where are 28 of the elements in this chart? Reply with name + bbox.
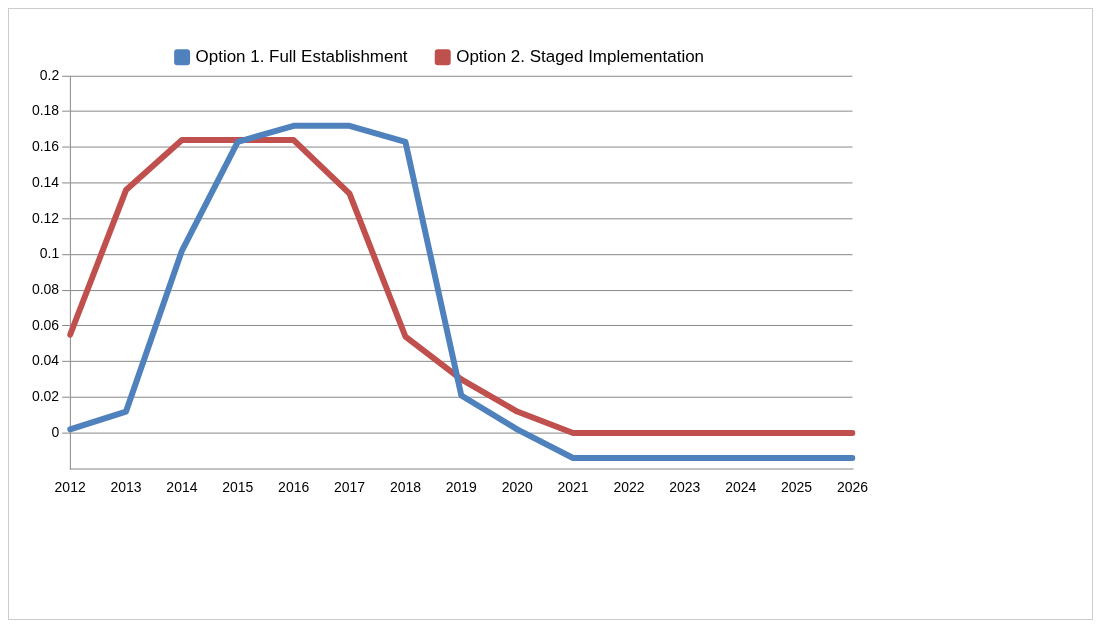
x-tick-label: 2018 <box>389 478 422 495</box>
x-tick-label: 2019 <box>445 478 478 495</box>
x-tick-label: 2017 <box>334 478 366 495</box>
x-tick-label: 2022 <box>613 478 645 495</box>
x-tick-label: 2015 <box>222 478 254 495</box>
y-tick-label: 0.12 <box>31 209 60 226</box>
y-tick-label: 0 <box>51 423 60 440</box>
y-tick-label: 0.16 <box>31 138 60 155</box>
legend-label: Option 2. Staged Implementation <box>456 47 705 67</box>
x-tick-label: 2014 <box>166 478 198 495</box>
x-tick-label: 2023 <box>669 478 701 495</box>
y-tick-label: 0.1 <box>39 245 60 262</box>
y-tick-label: 0.06 <box>31 316 60 333</box>
x-tick-label: 2012 <box>54 478 86 495</box>
y-tick-label: 0.14 <box>31 173 60 190</box>
x-tick-label: 2020 <box>501 478 533 495</box>
x-tick-label: 2025 <box>781 478 813 495</box>
y-tick-label: 0.18 <box>31 102 60 119</box>
y-tick-label: 0.04 <box>31 352 60 369</box>
y-tick-label: 0.2 <box>39 66 60 83</box>
y-tick-label: 0.02 <box>31 388 60 405</box>
x-tick-label: 2024 <box>725 478 757 495</box>
legend-label: Option 1. Full Establishment <box>195 47 408 67</box>
x-tick-label: 2026 <box>836 478 869 495</box>
x-tick-label: 2016 <box>278 478 310 495</box>
x-tick-label: 2013 <box>110 478 142 495</box>
y-tick-label: 0.08 <box>31 280 60 297</box>
x-tick-label: 2021 <box>557 478 589 495</box>
